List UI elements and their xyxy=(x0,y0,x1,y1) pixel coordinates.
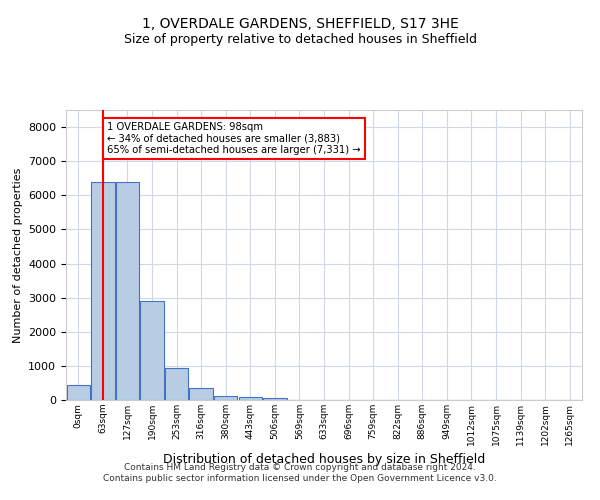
Bar xyxy=(91,182,115,400)
Text: 1 OVERDALE GARDENS: 98sqm
← 34% of detached houses are smaller (3,883)
65% of se: 1 OVERDALE GARDENS: 98sqm ← 34% of detac… xyxy=(107,122,361,155)
Y-axis label: Number of detached properties: Number of detached properties xyxy=(13,168,23,342)
Text: Size of property relative to detached houses in Sheffield: Size of property relative to detached ho… xyxy=(124,32,476,46)
Bar xyxy=(190,388,213,400)
Bar xyxy=(263,398,287,400)
Bar xyxy=(116,182,139,400)
X-axis label: Distribution of detached houses by size in Sheffield: Distribution of detached houses by size … xyxy=(163,453,485,466)
Bar xyxy=(165,368,188,400)
Text: Contains HM Land Registry data © Crown copyright and database right 2024.: Contains HM Land Registry data © Crown c… xyxy=(124,462,476,471)
Bar xyxy=(239,396,262,400)
Text: Contains public sector information licensed under the Open Government Licence v3: Contains public sector information licen… xyxy=(103,474,497,483)
Text: 1, OVERDALE GARDENS, SHEFFIELD, S17 3HE: 1, OVERDALE GARDENS, SHEFFIELD, S17 3HE xyxy=(142,18,458,32)
Bar xyxy=(67,384,90,400)
Bar xyxy=(214,396,238,400)
Bar xyxy=(140,301,164,400)
